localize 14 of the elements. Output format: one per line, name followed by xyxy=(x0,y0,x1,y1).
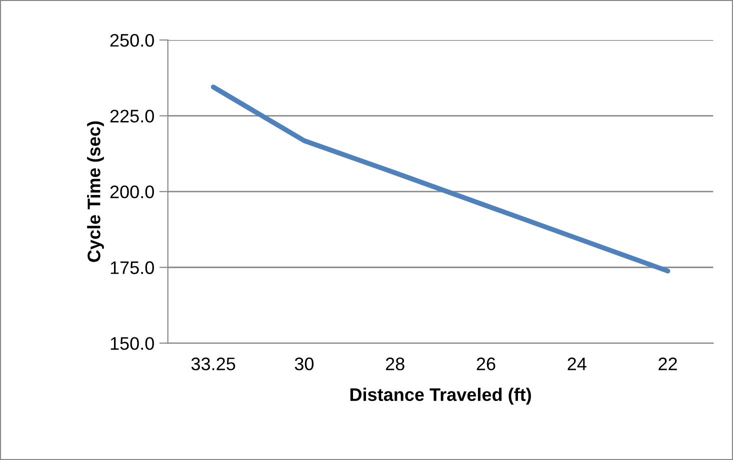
x-tick-label: 22 xyxy=(658,358,677,370)
x-tick-label: 28 xyxy=(386,358,404,370)
y-tick-label: 250.0 xyxy=(110,34,154,47)
x-tick-label: 26 xyxy=(476,358,496,370)
y-tick-label: 150.0 xyxy=(110,337,154,350)
x-tick-label: 33.25 xyxy=(191,358,236,370)
x-axis-title: Distance Traveled (ft) xyxy=(350,388,531,405)
y-tick-label: 225.0 xyxy=(110,110,154,123)
y-tick-label: 200.0 xyxy=(110,186,154,198)
x-tick-label: 24 xyxy=(568,358,586,370)
y-tick-label: 175.0 xyxy=(110,261,154,274)
line-series xyxy=(210,84,670,274)
x-tick-label: 30 xyxy=(294,358,314,370)
y-axis-title: Cycle Time (sec) xyxy=(87,121,104,262)
